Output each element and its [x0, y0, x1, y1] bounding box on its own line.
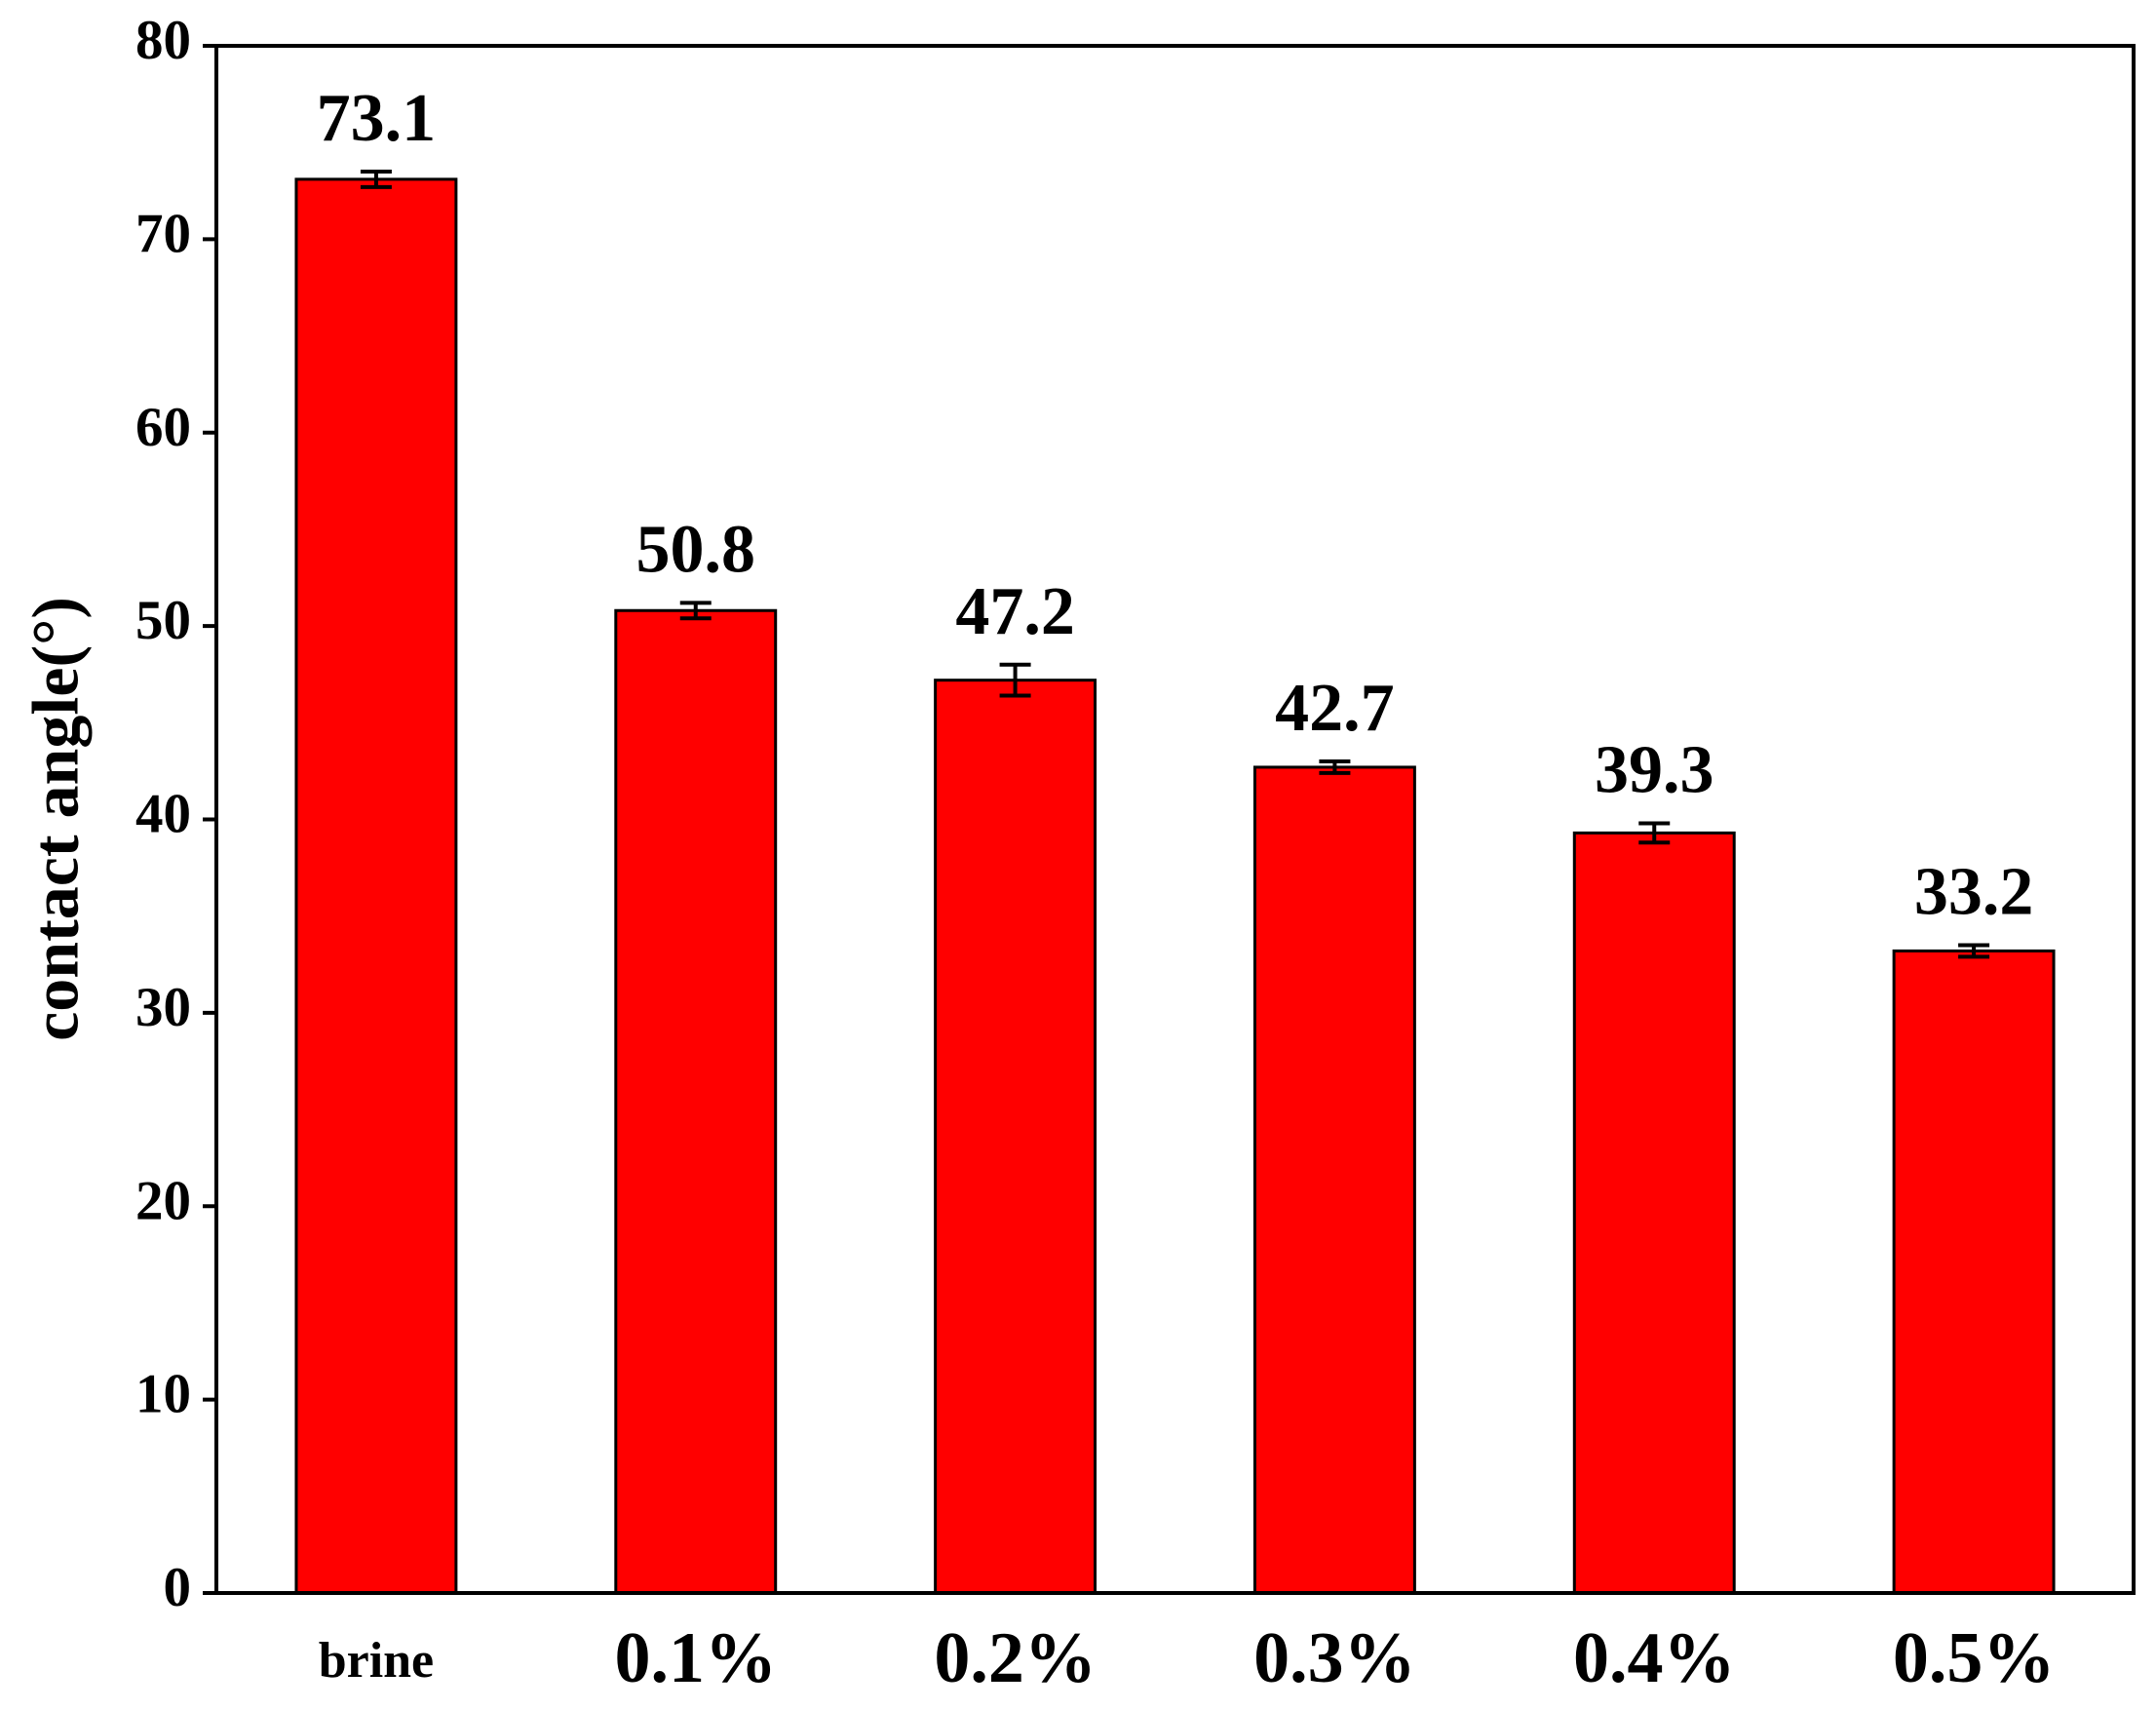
y-tick-label: 10	[135, 1364, 191, 1425]
bar	[934, 679, 1097, 1595]
value-label: 33.2	[1914, 855, 2034, 930]
value-label: 73.1	[317, 81, 437, 156]
y-axis-label: contact angle(°)	[19, 597, 93, 1041]
error-bar	[679, 601, 712, 621]
y-tick-label: 30	[135, 977, 191, 1038]
value-label: 47.2	[955, 574, 1075, 649]
y-tick-label: 0	[164, 1557, 192, 1618]
bar	[1572, 831, 1736, 1595]
y-tick-label: 60	[135, 397, 191, 458]
value-label: 42.7	[1275, 671, 1395, 746]
error-bar	[999, 662, 1031, 698]
bar	[1252, 765, 1416, 1595]
bar	[294, 177, 458, 1595]
x-tick-label: 0.5%	[1893, 1618, 2056, 1698]
bar	[1892, 949, 2056, 1595]
y-tick-label: 70	[135, 203, 191, 264]
plot-frame	[214, 44, 2136, 1595]
bar	[614, 608, 778, 1595]
y-tick-label: 40	[135, 784, 191, 845]
x-tick-label: 0.2%	[934, 1618, 1097, 1698]
value-label: 39.3	[1595, 733, 1714, 808]
error-bar	[1319, 758, 1351, 775]
value-label: 50.8	[636, 512, 756, 587]
error-bar	[360, 169, 392, 189]
x-tick-label: brine	[319, 1633, 434, 1689]
x-tick-label: 0.3%	[1253, 1618, 1416, 1698]
x-tick-label: 0.4%	[1573, 1618, 1736, 1698]
y-tick-label: 50	[135, 590, 191, 651]
x-tick-label: 0.1%	[615, 1618, 778, 1698]
error-bar	[1958, 943, 1990, 959]
y-tick-label: 80	[135, 10, 191, 71]
y-tick-label: 20	[135, 1170, 191, 1231]
error-bar	[1638, 821, 1671, 845]
